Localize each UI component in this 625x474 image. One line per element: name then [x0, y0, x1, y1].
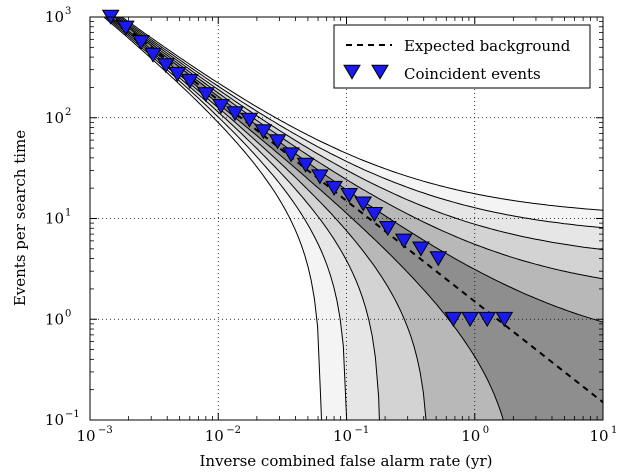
y-tick-label: 10 — [45, 411, 64, 429]
legend-triangle-icon — [343, 64, 361, 80]
x-tick-label: 10 — [205, 427, 224, 445]
legend-box — [333, 24, 591, 89]
legend-triangle-markers — [343, 64, 389, 80]
x-axis-label: Inverse combined false alarm rate (yr) — [199, 452, 492, 470]
coincident-event-marker — [412, 241, 430, 257]
y-tick-label: 10 — [45, 210, 64, 228]
coincident-event-marker — [254, 124, 273, 140]
coincident-event-marker — [240, 112, 259, 128]
band-1-sigma — [110, 17, 603, 420]
y-tick-label-exponent: −1 — [65, 409, 80, 420]
coincident-event-marker — [311, 169, 329, 185]
x-tick-label: 10 — [589, 427, 608, 445]
coincident-event-marker — [365, 207, 384, 223]
coincident-event-marker — [212, 99, 230, 115]
y-tick-label-exponent: 2 — [65, 107, 71, 118]
coincident-event-marker — [268, 134, 287, 150]
y-tick-label: 10 — [45, 109, 64, 127]
coincident-event-marker — [226, 106, 244, 122]
legend-triangle-icon — [371, 64, 389, 80]
coincident-event-marker — [132, 35, 150, 51]
coincident-event-marker — [180, 74, 199, 90]
x-tick-label-exponent: −2 — [226, 425, 241, 436]
band-upper-boundary-5 — [121, 17, 603, 211]
coincident-event-marker — [495, 311, 514, 328]
y-tick-label: 10 — [45, 310, 64, 328]
legend-label-coincident-events: Coincident events — [404, 65, 541, 83]
y-tick-label-exponent: 3 — [65, 6, 71, 17]
coincident-event-marker — [429, 251, 448, 267]
y-tick-label-exponent: 1 — [65, 208, 71, 219]
band-upper-boundary-4 — [119, 17, 603, 229]
coincident-event-marker — [478, 311, 497, 328]
markers — [101, 9, 514, 328]
band-upper-boundary-3 — [117, 17, 603, 251]
x-tick-label-exponent: −1 — [355, 425, 370, 436]
x-tick-label: 10 — [76, 427, 95, 445]
coincident-event-marker — [144, 47, 162, 63]
x-tick-label-exponent: 1 — [611, 425, 617, 436]
grid — [90, 17, 603, 420]
coincident-event-marker — [325, 180, 343, 196]
coincident-event-marker — [461, 311, 479, 328]
coincident-event-marker — [378, 221, 397, 237]
y-tick-label: 10 — [45, 8, 64, 26]
legend-label-expected-background: Expected background — [404, 37, 571, 55]
x-tick-label: 10 — [461, 427, 480, 445]
ticks: 10 −3 10 −2 10 −1 10 0 10 110 −110 010 110 210 3 — [45, 6, 617, 445]
coincident-event-marker — [354, 196, 373, 212]
coincident-event-marker — [340, 188, 359, 204]
coincident-event-marker — [444, 311, 463, 328]
y-tick-label-exponent: 0 — [65, 308, 71, 319]
band-lower-boundary-5 — [103, 17, 322, 420]
coincident-event-marker — [116, 20, 135, 36]
x-tick-label-exponent: 0 — [483, 425, 489, 436]
coincident-event-marker — [196, 87, 215, 103]
y-axis-label: Events per search time — [11, 130, 29, 306]
coincident-event-marker — [156, 58, 175, 74]
coincident-event-marker — [394, 233, 413, 249]
x-tick-label-exponent: −3 — [98, 425, 113, 436]
band-upper-boundary-2 — [115, 17, 603, 280]
coincident-event-marker — [296, 157, 315, 173]
coincident-event-marker — [282, 147, 300, 163]
x-tick-label: 10 — [333, 427, 352, 445]
legend: Expected background Coincident events — [333, 24, 591, 89]
